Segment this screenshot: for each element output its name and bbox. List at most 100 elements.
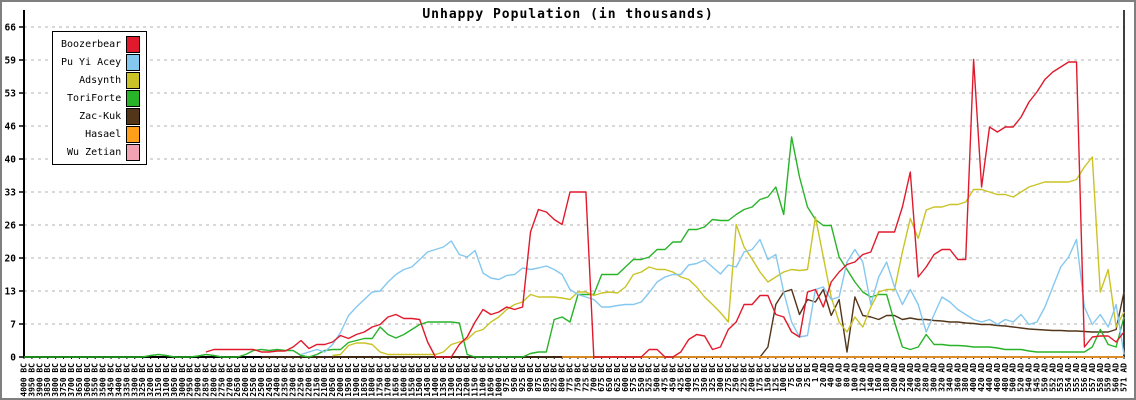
- y-tick-label: 7: [10, 320, 16, 331]
- legend-color-swatch: [126, 53, 141, 71]
- x-tick-label: 425 BC: [676, 363, 685, 392]
- x-tick-label: 340 AD: [945, 363, 954, 392]
- legend-item: Boozerbear: [61, 35, 141, 53]
- x-tick-label: 3600 BC: [83, 363, 92, 397]
- x-tick-label: 2100 BC: [320, 363, 329, 397]
- x-tick-label: 180 AD: [882, 363, 891, 392]
- x-tick-label: 1050 BC: [486, 363, 495, 397]
- x-tick-label: 3500 BC: [99, 363, 108, 397]
- x-tick-label: 850 BC: [542, 363, 551, 392]
- x-tick-label: 550 AD: [1040, 363, 1049, 392]
- x-tick-label: 650 BC: [605, 363, 614, 392]
- x-tick-label: 300 BC: [716, 363, 725, 392]
- x-tick-label: 300 AD: [930, 363, 939, 392]
- x-tick-label: 2850 BC: [202, 363, 211, 397]
- x-tick-label: 2600 BC: [241, 363, 250, 397]
- x-tick-label: 2350 BC: [281, 363, 290, 397]
- x-tick-label: 3400 BC: [114, 363, 123, 397]
- x-tick-label: 275 BC: [724, 363, 733, 392]
- x-tick-label: 200 BC: [748, 363, 757, 392]
- legend-label: Boozerbear: [61, 38, 122, 50]
- x-tick-label: 3550 BC: [91, 363, 100, 397]
- x-tick-label: 558 AD: [1096, 363, 1105, 392]
- x-tick-label: 220 AD: [898, 363, 907, 392]
- x-tick-label: 600 BC: [621, 363, 630, 392]
- x-tick-label: 554 AD: [1064, 363, 1073, 392]
- y-tick-label: 20: [5, 254, 17, 265]
- x-tick-label: 2200 BC: [304, 363, 313, 397]
- x-tick-label: 1350 BC: [439, 363, 448, 397]
- x-tick-label: 675 BC: [597, 363, 606, 392]
- x-tick-label: 2650 BC: [233, 363, 242, 397]
- x-tick-label: 2150 BC: [312, 363, 321, 397]
- x-tick-label: 725 BC: [581, 363, 590, 392]
- x-tick-label: 4000 BC: [20, 363, 29, 397]
- x-tick-label: 2250 BC: [296, 363, 305, 397]
- series-line-pu-yi-acey: [300, 238, 1125, 356]
- legend-label: Zac-Kuk: [79, 110, 122, 122]
- x-tick-label: 350 BC: [700, 363, 709, 392]
- x-tick-label: 3850 BC: [43, 363, 52, 397]
- legend-label: Adsynth: [79, 74, 122, 86]
- x-tick-label: 3700 BC: [67, 363, 76, 397]
- legend-item: Hasael: [61, 125, 141, 143]
- legend-color-swatch: [126, 35, 141, 53]
- x-tick-label: 100 BC: [779, 363, 788, 392]
- x-tick-label: 560 AD: [1112, 363, 1121, 392]
- x-tick-label: 2450 BC: [265, 363, 274, 397]
- x-tick-label: 1700 BC: [384, 363, 393, 397]
- chart-title: Unhappy Population (in thousands): [422, 7, 714, 22]
- x-tick-label: 25 BC: [803, 363, 812, 387]
- x-tick-label: 1850 BC: [360, 363, 369, 397]
- x-tick-label: 380 AD: [961, 363, 970, 392]
- x-tick-label: 545 AD: [1032, 363, 1041, 392]
- x-tick-label: 125 BC: [771, 363, 780, 392]
- x-tick-label: 2300 BC: [289, 363, 298, 397]
- x-tick-label: 1250 BC: [455, 363, 464, 397]
- legend-item: Zac-Kuk: [61, 107, 141, 125]
- x-tick-label: 775 BC: [566, 363, 575, 392]
- x-tick-label: 525 BC: [645, 363, 654, 392]
- x-tick-label: 3350 BC: [122, 363, 131, 397]
- x-tick-label: 900 BC: [526, 363, 535, 392]
- x-tick-label: 800 BC: [558, 363, 567, 392]
- x-tick-label: 2050 BC: [328, 363, 337, 397]
- legend-item: Adsynth: [61, 71, 141, 89]
- x-tick-label: 140 AD: [866, 363, 875, 392]
- x-tick-label: 240 AD: [906, 363, 915, 392]
- x-tick-label: 1550 BC: [407, 363, 416, 397]
- x-tick-label: 1950 BC: [344, 363, 353, 397]
- x-tick-label: 3200 BC: [146, 363, 155, 397]
- x-tick-label: 1750 BC: [376, 363, 385, 397]
- x-tick-label: 1800 BC: [368, 363, 377, 397]
- x-tick-label: 625 BC: [613, 363, 622, 392]
- x-tick-label: 520 AD: [1017, 363, 1026, 392]
- x-tick-label: 2000 BC: [336, 363, 345, 397]
- x-tick-label: 2550 BC: [249, 363, 258, 397]
- x-tick-label: 1 AD: [811, 363, 820, 382]
- x-tick-label: 1600 BC: [399, 363, 408, 397]
- x-tick-label: 1150 BC: [471, 363, 480, 397]
- x-tick-label: 875 BC: [534, 363, 543, 392]
- x-tick-label: 575 BC: [629, 363, 638, 392]
- x-tick-label: 375 BC: [692, 363, 701, 392]
- x-tick-label: 700 BC: [589, 363, 598, 392]
- x-tick-label: 1400 BC: [431, 363, 440, 397]
- legend-color-swatch: [126, 107, 141, 125]
- x-tick-label: 3900 BC: [35, 363, 44, 397]
- legend-color-swatch: [126, 71, 141, 89]
- x-tick-label: 571 AD: [1120, 363, 1129, 392]
- x-tick-label: 50 BC: [795, 363, 804, 387]
- legend-item: Pu Yi Acey: [61, 53, 141, 71]
- x-tick-label: 20 AD: [819, 363, 828, 387]
- legend-color-swatch: [126, 89, 141, 107]
- x-tick-label: 320 AD: [937, 363, 946, 392]
- x-tick-label: 550 BC: [637, 363, 646, 392]
- x-tick-label: 400 BC: [684, 363, 693, 392]
- x-tick-label: 420 AD: [977, 363, 986, 392]
- x-tick-label: 2400 BC: [273, 363, 282, 397]
- x-tick-label: 3050 BC: [170, 363, 179, 397]
- x-tick-label: 40 AD: [827, 363, 836, 387]
- x-tick-label: 3150 BC: [154, 363, 163, 397]
